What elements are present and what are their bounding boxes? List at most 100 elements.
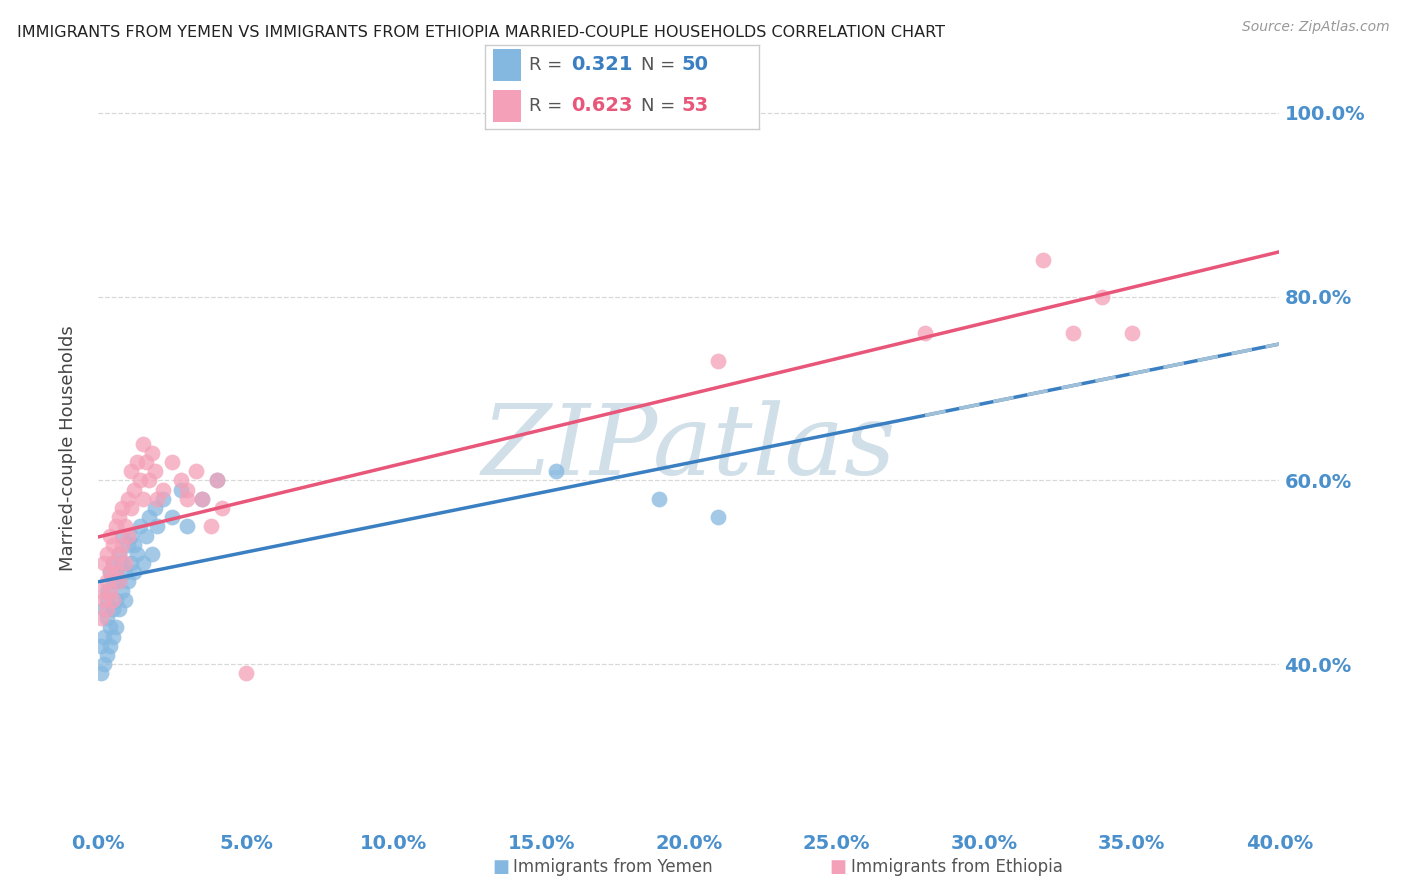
Point	[135, 455, 157, 469]
Point	[120, 556, 142, 570]
Point	[143, 464, 166, 478]
Text: IMMIGRANTS FROM YEMEN VS IMMIGRANTS FROM ETHIOPIA MARRIED-COUPLE HOUSEHOLDS CORR: IMMIGRANTS FROM YEMEN VS IMMIGRANTS FROM…	[17, 25, 945, 40]
Point	[114, 566, 136, 580]
Point	[93, 657, 115, 672]
Point	[191, 491, 214, 506]
Point	[98, 583, 121, 598]
Point	[1121, 326, 1143, 341]
Point	[176, 491, 198, 506]
Point	[103, 592, 125, 607]
Point	[108, 510, 131, 524]
Point	[93, 602, 115, 616]
Point	[111, 500, 134, 515]
Point	[138, 474, 160, 488]
Point	[125, 455, 148, 469]
Point	[707, 510, 730, 524]
Point	[120, 500, 142, 515]
Point	[122, 483, 145, 497]
Point	[122, 566, 145, 580]
Point	[103, 574, 125, 589]
Point	[96, 583, 118, 598]
Point	[93, 556, 115, 570]
Point	[132, 491, 155, 506]
Point	[105, 620, 128, 634]
Text: ■: ■	[492, 858, 509, 876]
Point	[648, 491, 671, 506]
Point	[128, 519, 150, 533]
Point	[90, 666, 112, 681]
Point	[1091, 290, 1114, 304]
Bar	[494, 89, 520, 121]
Point	[146, 491, 169, 506]
Text: ZIPatlas: ZIPatlas	[482, 401, 896, 496]
Point	[170, 474, 193, 488]
Text: R =: R =	[529, 56, 568, 74]
Point	[184, 464, 207, 478]
Text: Immigrants from Yemen: Immigrants from Yemen	[513, 858, 713, 876]
Text: 50: 50	[681, 55, 709, 74]
Point	[105, 566, 128, 580]
Point	[200, 519, 222, 533]
Point	[108, 574, 131, 589]
Point	[914, 326, 936, 341]
Point	[141, 547, 163, 561]
Point	[96, 574, 118, 589]
Point	[108, 602, 131, 616]
Point	[546, 464, 568, 478]
Point	[191, 491, 214, 506]
Point	[105, 592, 128, 607]
Point	[96, 592, 118, 607]
Point	[90, 611, 112, 625]
Point	[162, 510, 183, 524]
Point	[170, 483, 193, 497]
Point	[108, 574, 131, 589]
Point	[176, 483, 198, 497]
Point	[111, 538, 134, 552]
Point	[103, 556, 125, 570]
Point	[98, 566, 121, 580]
Point	[98, 566, 121, 580]
Text: 0.623: 0.623	[571, 96, 633, 115]
Point	[117, 538, 139, 552]
Point	[111, 528, 134, 542]
Point	[152, 483, 174, 497]
Point	[132, 436, 155, 450]
Point	[114, 519, 136, 533]
Point	[138, 510, 160, 524]
Point	[111, 583, 134, 598]
Point	[132, 556, 155, 570]
Point	[117, 574, 139, 589]
Point	[90, 583, 112, 598]
Point	[128, 474, 150, 488]
Point	[103, 556, 125, 570]
Point	[103, 602, 125, 616]
Point	[176, 519, 198, 533]
Point	[141, 446, 163, 460]
Point	[146, 519, 169, 533]
Text: R =: R =	[529, 96, 568, 114]
Point	[98, 620, 121, 634]
Text: ■: ■	[830, 858, 846, 876]
Text: Source: ZipAtlas.com: Source: ZipAtlas.com	[1241, 20, 1389, 34]
Point	[96, 602, 118, 616]
Point	[143, 500, 166, 515]
Text: N =: N =	[641, 56, 682, 74]
Text: Immigrants from Ethiopia: Immigrants from Ethiopia	[851, 858, 1063, 876]
Point	[103, 630, 125, 644]
Point	[103, 538, 125, 552]
Point	[105, 519, 128, 533]
Point	[707, 354, 730, 368]
Point	[117, 491, 139, 506]
Point	[120, 464, 142, 478]
Bar	[494, 49, 520, 81]
Point	[1032, 252, 1054, 267]
Point	[96, 547, 118, 561]
Point	[93, 630, 115, 644]
Point	[105, 566, 128, 580]
Point	[114, 556, 136, 570]
Point	[96, 611, 118, 625]
Point	[114, 592, 136, 607]
Point	[211, 500, 233, 515]
Point	[117, 528, 139, 542]
Point	[122, 538, 145, 552]
